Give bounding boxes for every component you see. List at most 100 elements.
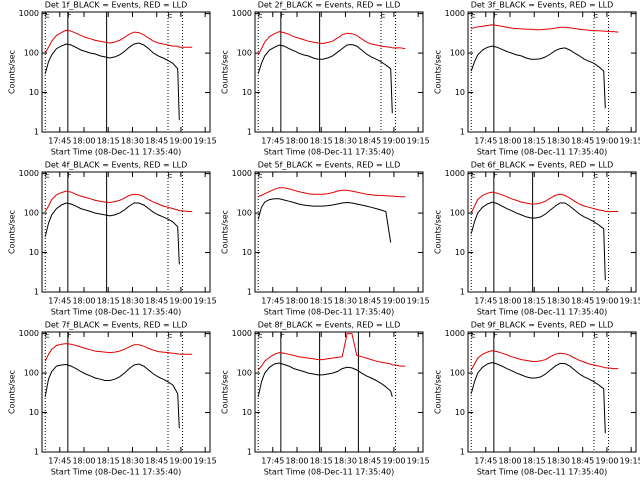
- y-axis-label: Counts/sec: [8, 50, 17, 94]
- y-tick-label: 1000: [232, 9, 252, 18]
- series-line: [470, 350, 619, 371]
- x-tick-label: 18:30: [121, 457, 144, 466]
- chart-title: Det 2f_BLACK = Events, RED = LLD: [258, 1, 401, 10]
- series-line: [258, 187, 406, 198]
- x-tick-label: 18:00: [285, 457, 308, 466]
- chart-title: Det 4f_BLACK = Events, RED = LLD: [45, 161, 188, 170]
- series-line: [44, 190, 193, 212]
- x-axis-label: Start Time (08-Dec-11 17:35:40): [264, 308, 395, 317]
- x-tick-label: 18:00: [498, 457, 521, 466]
- y-tick-label: 100: [24, 369, 39, 378]
- x-tick-label: 19:00: [382, 137, 405, 146]
- x-tick-label: 17:45: [474, 457, 497, 466]
- x-tick-label: 17:45: [48, 297, 71, 306]
- marker-label: E: [593, 11, 598, 20]
- y-tick-label: 10: [455, 408, 465, 417]
- series-line: [44, 343, 193, 362]
- series-line: [257, 362, 393, 397]
- x-tick-label: 19:00: [595, 457, 618, 466]
- marker-label: E: [167, 171, 172, 180]
- x-tick-label: 19:00: [382, 457, 405, 466]
- marker-label: F: [493, 11, 498, 20]
- y-tick-label: 100: [24, 209, 39, 218]
- y-tick-label: 10: [455, 248, 465, 257]
- x-tick-label: 18:15: [310, 297, 333, 306]
- y-axis-label: Counts/sec: [434, 370, 443, 414]
- series-line: [470, 191, 619, 214]
- y-axis-label: Counts/sec: [221, 210, 230, 254]
- marker-label: F: [67, 331, 72, 340]
- x-axis-label: Start Time (08-Dec-11 17:35:40): [51, 468, 182, 477]
- x-tick-label: 18:15: [97, 137, 120, 146]
- x-axis-label: Start Time (08-Dec-11 17:35:40): [477, 308, 608, 317]
- x-tick-label: 19:15: [407, 137, 430, 146]
- x-tick-label: 18:45: [571, 137, 594, 146]
- x-tick-label: 18:15: [310, 457, 333, 466]
- series-line: [44, 363, 180, 429]
- marker-label: E: [471, 331, 476, 340]
- marker-label: F: [67, 11, 72, 20]
- y-tick-label: 100: [237, 209, 252, 218]
- marker-label: E: [258, 171, 263, 180]
- x-tick-label: 18:00: [498, 297, 521, 306]
- x-tick-label: 17:45: [261, 137, 284, 146]
- plot-frame: [467, 171, 637, 293]
- x-tick-label: 18:30: [334, 457, 357, 466]
- plot-frame: [467, 11, 637, 133]
- x-tick-label: 19:15: [620, 297, 640, 306]
- series-line: [257, 198, 392, 243]
- x-tick-label: 18:00: [285, 297, 308, 306]
- y-axis-label: Counts/sec: [434, 50, 443, 94]
- x-tick-label: 18:30: [547, 297, 570, 306]
- marker-label: E: [471, 11, 476, 20]
- x-tick-label: 19:00: [169, 457, 192, 466]
- chart-title: Det 8f_BLACK = Events, RED = LLD: [258, 321, 401, 330]
- y-tick-label: 1000: [445, 169, 465, 178]
- x-tick-label: 18:15: [523, 137, 546, 146]
- x-tick-label: 19:00: [382, 297, 405, 306]
- plot-frame: [41, 331, 211, 453]
- y-axis-label: Counts/sec: [8, 210, 17, 254]
- x-axis-label: Start Time (08-Dec-11 17:35:40): [51, 148, 182, 157]
- x-tick-label: 17:45: [261, 457, 284, 466]
- x-tick-label: 19:15: [407, 297, 430, 306]
- x-tick-label: 19:00: [595, 137, 618, 146]
- x-tick-label: 19:15: [194, 137, 217, 146]
- marker-label: E: [167, 11, 172, 20]
- y-tick-label: 1000: [445, 329, 465, 338]
- x-tick-label: 18:30: [547, 137, 570, 146]
- y-axis-label: Counts/sec: [8, 370, 17, 414]
- series-line: [470, 201, 606, 281]
- series-line: [257, 43, 393, 114]
- y-tick-label: 100: [450, 209, 465, 218]
- y-tick-label: 10: [242, 88, 252, 97]
- marker-label: E: [258, 11, 263, 20]
- plot-frame: [254, 171, 424, 293]
- y-tick-label: 1000: [445, 9, 465, 18]
- chart-title: Det 3f_BLACK = Events, RED = LLD: [471, 1, 614, 10]
- x-tick-label: 19:00: [169, 137, 192, 146]
- y-tick-label: 1000: [19, 329, 39, 338]
- y-axis-label: Counts/sec: [221, 370, 230, 414]
- y-axis-label: Counts/sec: [221, 50, 230, 94]
- x-tick-label: 18:45: [145, 137, 168, 146]
- x-tick-label: 18:00: [72, 137, 95, 146]
- x-tick-label: 18:30: [334, 137, 357, 146]
- y-tick-label: 10: [29, 248, 39, 257]
- plot-frame: [254, 331, 424, 453]
- series-line: [44, 42, 180, 121]
- x-tick-label: 18:30: [121, 137, 144, 146]
- x-tick-label: 19:15: [407, 457, 430, 466]
- plot-frame: [467, 331, 637, 453]
- y-tick-label: 10: [455, 88, 465, 97]
- x-tick-label: 18:45: [571, 457, 594, 466]
- x-tick-label: 18:45: [358, 457, 381, 466]
- series-line: [470, 361, 606, 434]
- y-tick-label: 10: [29, 88, 39, 97]
- y-tick-label: 100: [237, 49, 252, 58]
- x-tick-label: 19:00: [595, 297, 618, 306]
- y-tick-label: 1000: [19, 9, 39, 18]
- marker-label: E: [45, 11, 50, 20]
- y-tick-label: 10: [242, 408, 252, 417]
- x-tick-label: 17:45: [261, 297, 284, 306]
